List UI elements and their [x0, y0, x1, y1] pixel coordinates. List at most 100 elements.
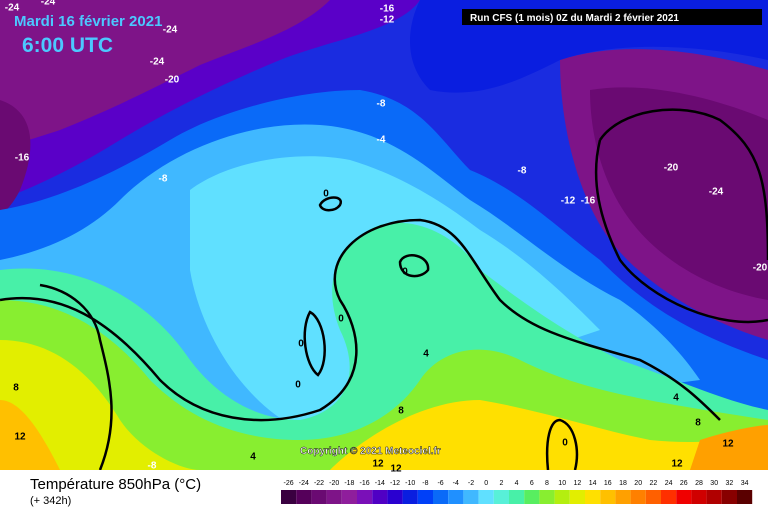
contour-label: -12 — [380, 15, 395, 26]
contour-label: 0 — [295, 380, 301, 391]
colorbar-swatch — [539, 490, 555, 504]
colorbar-label: -2 — [468, 480, 474, 487]
colorbar-label: 28 — [695, 480, 703, 487]
colorbar-label: 30 — [710, 480, 718, 487]
colorbar-label: -26 — [284, 480, 294, 487]
contour-label: 0 — [323, 189, 329, 200]
temperature-field — [0, 0, 768, 470]
contour-label: -24 — [150, 57, 165, 68]
contour-label-group: -24-24-24-24-20-16-12-8-4-16-80-8-12 -16-… — [5, 0, 768, 475]
time: 6:00 UTC — [22, 34, 113, 57]
run-box — [462, 9, 762, 25]
contour-label: -24 — [163, 25, 178, 36]
colorbar-swatch — [630, 490, 646, 504]
colorbar-swatch — [615, 490, 631, 504]
contour-label: 12 — [722, 439, 734, 450]
colorbar-swatch — [478, 490, 494, 504]
colorbar-label: 4 — [515, 480, 519, 487]
colorbar-swatch — [676, 490, 692, 504]
legend-lead: (+ 342h) — [30, 495, 71, 507]
contour-label: 12 — [14, 432, 26, 443]
colorbar-label: 10 — [558, 480, 566, 487]
copyright: Copyright © 2021 Meteociel.fr — [300, 446, 441, 457]
colorbar-label: 2 — [499, 480, 503, 487]
contour-label: -20 — [165, 75, 180, 86]
contour-label: 0 — [338, 314, 344, 325]
colorbar-label: 14 — [589, 480, 597, 487]
colorbar-label: 8 — [545, 480, 549, 487]
colorbar-label: 12 — [574, 480, 582, 487]
contour-label: 0 — [402, 267, 408, 278]
contour-label: -8 — [148, 461, 157, 472]
colorbar-label: -18 — [344, 480, 354, 487]
contour-label: -16 — [581, 196, 596, 207]
contour-lines — [0, 108, 768, 470]
colorbar-label: -16 — [360, 480, 370, 487]
colorbar-swatch — [417, 490, 433, 504]
colorbar: -26 -24 -22 -20 -18 -16 -14 -12 -10 -8 -6 -4 -2 0 2 4 6 8… — [281, 480, 753, 504]
colorbar-swatch — [311, 490, 327, 504]
colorbar-swatch — [281, 490, 297, 504]
colorbar-swatch — [554, 490, 570, 504]
colorbar-label: 24 — [665, 480, 673, 487]
contour-label: -20 — [664, 163, 679, 174]
contour-label: 12 — [671, 459, 683, 470]
contour-label: -8 — [159, 174, 168, 185]
contour-label: -12 — [561, 196, 576, 207]
colorbar-label: -12 — [390, 480, 400, 487]
colorbar-swatch — [721, 490, 737, 504]
colorbar-swatch — [493, 490, 509, 504]
contour-label: 8 — [398, 406, 404, 417]
colorbar-swatch — [448, 490, 464, 504]
legend-title: Température 850hPa (°C) — [30, 476, 201, 493]
colorbar-label: 34 — [741, 480, 749, 487]
colorbar-label: -24 — [299, 480, 309, 487]
colorbar-label: -10 — [405, 480, 415, 487]
contour-label: -16 — [380, 4, 395, 15]
colorbar-label: -20 — [329, 480, 339, 487]
contour-label: 4 — [250, 452, 256, 463]
contour-label: 4 — [673, 393, 679, 404]
colorbar-swatch — [691, 490, 707, 504]
contour-label: -16 — [15, 153, 30, 164]
colorbar-swatch — [372, 490, 388, 504]
colorbar-swatch — [600, 490, 616, 504]
contour-label: 0 — [562, 438, 568, 449]
colorbar-swatch — [569, 490, 585, 504]
colorbar-swatch — [341, 490, 357, 504]
colorbar-label: -6 — [437, 480, 443, 487]
colorbar-label: 26 — [680, 480, 688, 487]
colorbar-swatch — [357, 490, 373, 504]
colorbar-label: 20 — [634, 480, 642, 487]
colorbar-swatch — [296, 490, 312, 504]
colorbar-swatch — [433, 490, 449, 504]
colorbar-label: -8 — [422, 480, 428, 487]
contour-label: -8 — [518, 166, 527, 177]
colorbar-swatch — [326, 490, 342, 504]
colorbar-swatch — [524, 490, 540, 504]
colorbar-swatch — [645, 490, 661, 504]
colorbar-swatch — [402, 490, 418, 504]
contour-label: -4 — [377, 135, 386, 146]
contour-label: -24 — [709, 187, 724, 198]
colorbar-label: -4 — [453, 480, 459, 487]
colorbar-label: -14 — [375, 480, 385, 487]
colorbar-label: 16 — [604, 480, 612, 487]
run-info: Run CFS (1 mois) 0Z du Mardi 2 février 2… — [470, 13, 679, 24]
colorbar-label: 32 — [726, 480, 734, 487]
colorbar-swatch — [661, 490, 677, 504]
contour-label: -20 — [753, 263, 768, 274]
colorbar-swatch — [387, 490, 403, 504]
contour-label: 8 — [695, 418, 701, 429]
contour-label: 12 — [372, 459, 384, 470]
colorbar-label: 22 — [650, 480, 658, 487]
colorbar-label: 6 — [530, 480, 534, 487]
colorbar-label: 0 — [484, 480, 488, 487]
contour-label: 12 — [390, 464, 402, 475]
date: Mardi 16 février 2021 — [14, 13, 162, 30]
contour-label: -24 — [41, 0, 56, 8]
contour-label: -24 — [5, 3, 20, 14]
colorbar-swatch — [737, 490, 753, 504]
